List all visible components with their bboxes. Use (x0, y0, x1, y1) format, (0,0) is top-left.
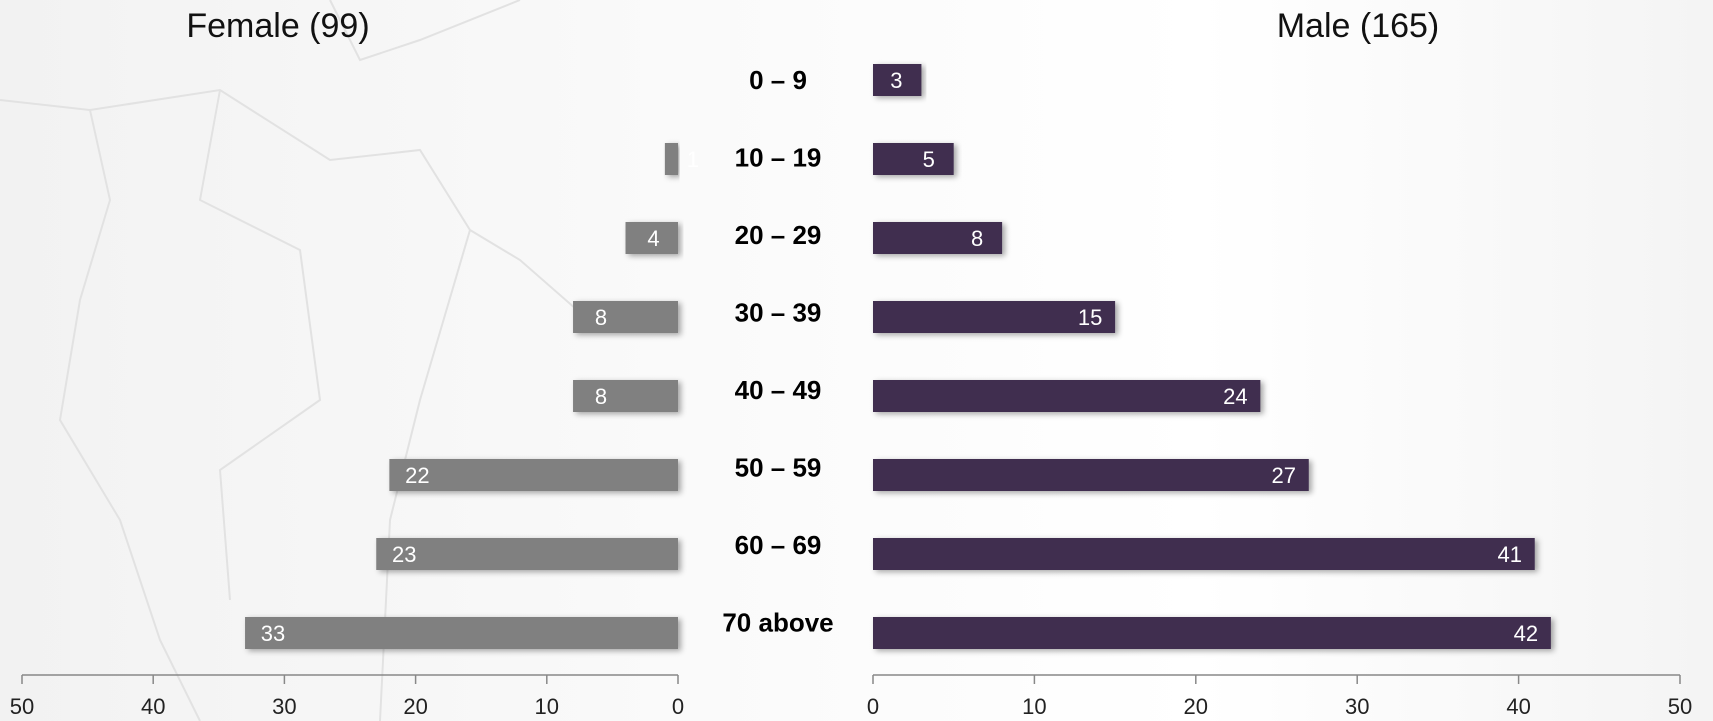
category-label: 40 – 49 (735, 375, 822, 405)
value-label: 8 (595, 384, 607, 409)
value-label: 3 (890, 68, 902, 93)
bar (873, 459, 1309, 491)
chart-title: Male (165) (1277, 7, 1440, 45)
bar (873, 64, 922, 96)
x-tick-label: 40 (141, 694, 165, 719)
x-tick-label: 0 (672, 694, 684, 719)
value-label: 42 (1514, 621, 1538, 646)
bar (573, 380, 678, 412)
x-tick-label: 20 (403, 694, 427, 719)
category-label: 70 above (722, 607, 833, 637)
x-tick-label: 30 (272, 694, 296, 719)
category-label: 60 – 69 (735, 530, 822, 560)
value-label: 33 (261, 621, 285, 646)
bar (573, 301, 678, 333)
x-tick-label: 50 (10, 694, 34, 719)
x-tick-label: 20 (1184, 694, 1208, 719)
x-tick-label: 0 (867, 694, 879, 719)
value-label: 5 (923, 147, 935, 172)
value-label: 8 (595, 305, 607, 330)
bar (873, 617, 1551, 649)
value-label: 27 (1272, 463, 1296, 488)
category-label: 20 – 29 (735, 220, 822, 250)
value-label: 24 (1223, 384, 1247, 409)
bar (389, 459, 678, 491)
value-label: 4 (647, 226, 659, 251)
bar (873, 301, 1116, 333)
bar (376, 538, 678, 570)
category-label: 30 – 39 (735, 297, 822, 327)
x-tick-label: 30 (1345, 694, 1369, 719)
value-label: 8 (971, 226, 983, 251)
value-label: 23 (392, 542, 416, 567)
value-label: 1 (687, 147, 699, 172)
value-label: 41 (1497, 542, 1521, 567)
x-tick-label: 50 (1668, 694, 1692, 719)
x-tick-label: 10 (535, 694, 559, 719)
chart-title: Female (99) (186, 7, 369, 45)
x-tick-label: 40 (1506, 694, 1530, 719)
bar (245, 617, 679, 649)
value-label: 22 (405, 463, 429, 488)
bar (625, 222, 678, 254)
bar (664, 143, 678, 175)
x-tick-label: 10 (1022, 694, 1046, 719)
value-label: 15 (1078, 305, 1102, 330)
category-label: 0 – 9 (749, 65, 807, 95)
bar (873, 538, 1535, 570)
bar (873, 143, 954, 175)
bar (873, 380, 1261, 412)
bar (873, 222, 1003, 254)
category-label: 10 – 19 (735, 142, 822, 172)
category-label: 50 – 59 (735, 452, 822, 482)
